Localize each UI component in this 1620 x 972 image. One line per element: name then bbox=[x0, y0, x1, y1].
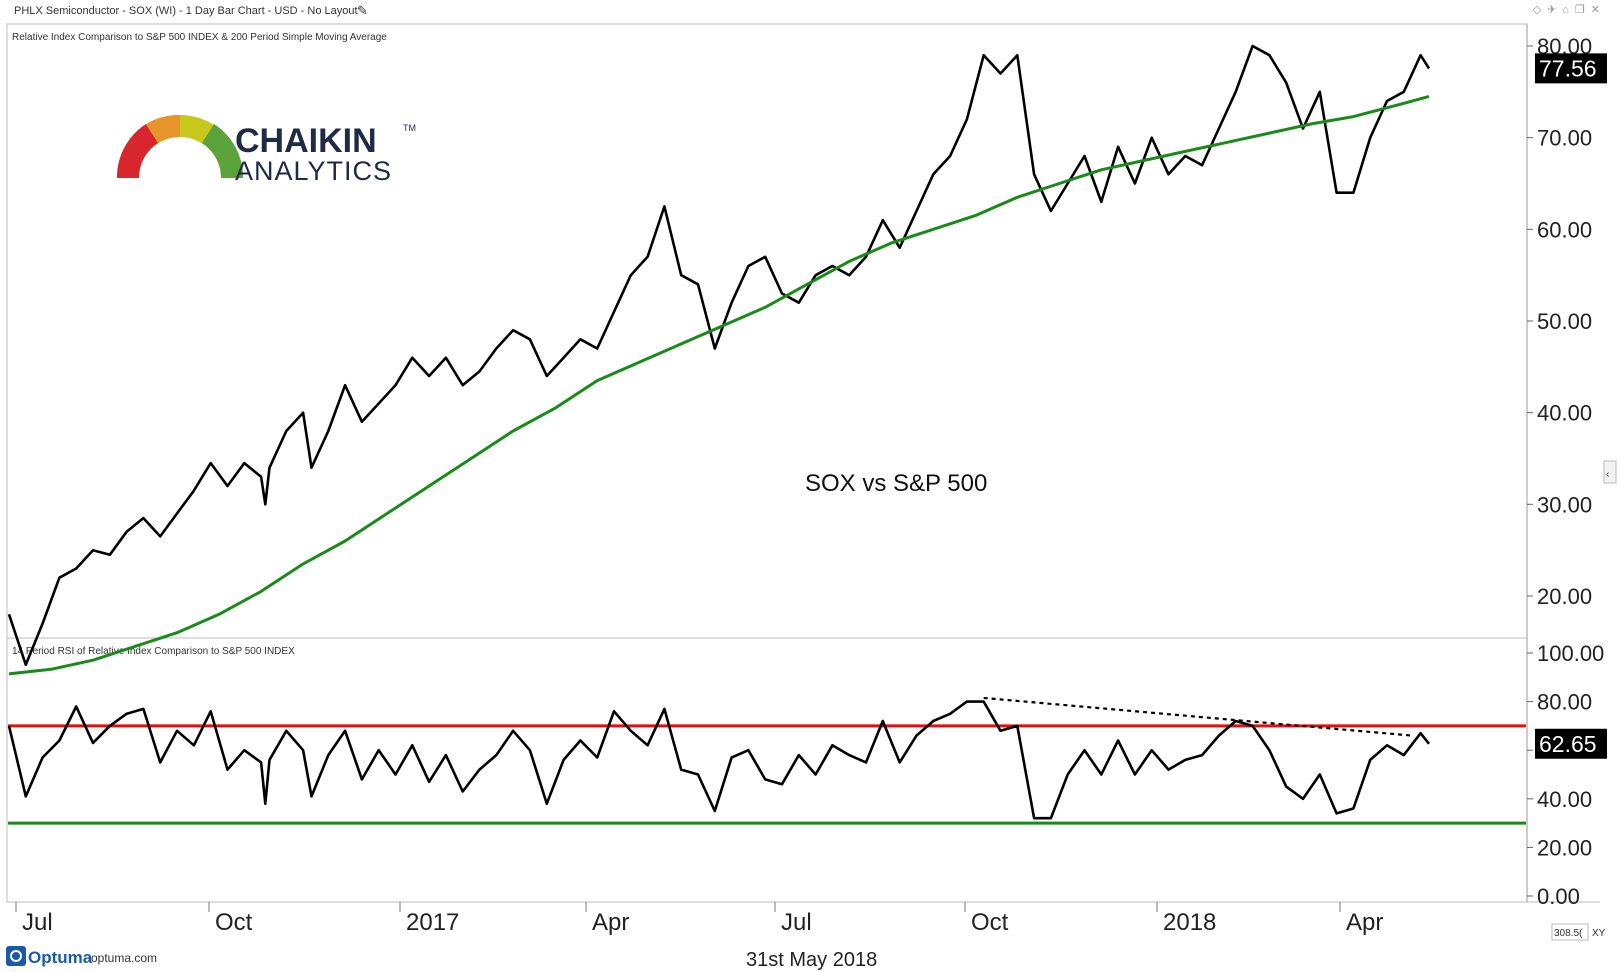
restore-icon[interactable]: ❐ bbox=[1574, 4, 1591, 16]
zoom-box[interactable] bbox=[1551, 923, 1589, 941]
price-ratio-line bbox=[7, 44, 1431, 667]
window-controls: ◇✈⌂❐✕ bbox=[1533, 3, 1606, 16]
chaikin-logo: CHAIKIN TM ANALYTICS bbox=[116, 114, 416, 186]
rsi-last-value-badge-text: 62.65 bbox=[1539, 731, 1597, 757]
close-icon[interactable]: ✕ bbox=[1590, 4, 1606, 16]
rsi-panel-title: 14 Period RSI of Relative Index Comparis… bbox=[12, 646, 295, 657]
rsi-tick-label: 0.00 bbox=[1537, 884, 1580, 909]
chart-header-bar: PHLX Semiconductor - SOX (WI) - 1 Day Ba… bbox=[0, 0, 1620, 22]
last-value-badges: 77.56 62.65 bbox=[1535, 53, 1607, 759]
footer-date: 31st May 2018 bbox=[746, 949, 877, 971]
zoom-value: 308.5( bbox=[1554, 928, 1583, 939]
x-tick-label: Apr bbox=[1346, 909, 1383, 936]
rsi-tick-label: 40.00 bbox=[1537, 787, 1592, 812]
chart-title: PHLX Semiconductor - SOX (WI) - 1 Day Ba… bbox=[14, 5, 358, 17]
chart-annotation: SOX vs S&P 500 bbox=[805, 470, 987, 497]
x-tick-label: Jul bbox=[781, 909, 812, 936]
footer-site[interactable]: optuma.com bbox=[91, 951, 157, 965]
price-last-value-badge bbox=[1535, 53, 1607, 84]
rsi-panel-frame bbox=[6, 637, 1528, 903]
x-tick-label: 2017 bbox=[406, 909, 459, 936]
chevron-left-icon: ‹ bbox=[1606, 469, 1609, 480]
x-axis-ticks: Jul Oct 2017 Apr Jul Oct 2018 Apr bbox=[15, 902, 1383, 936]
price-panel-title: Relative Index Comparison to S&P 500 IND… bbox=[12, 32, 387, 43]
price-tick-label: 20.00 bbox=[1537, 584, 1592, 609]
collapse-panel-button[interactable] bbox=[1603, 460, 1617, 484]
rsi-line bbox=[7, 700, 1431, 820]
rsi-tick-label: 100.00 bbox=[1537, 641, 1604, 666]
footer-brand: Optuma bbox=[28, 948, 93, 967]
logo-tm: TM bbox=[403, 123, 416, 133]
series-layer bbox=[7, 44, 1431, 820]
rsi-tick-label: 20.00 bbox=[1537, 835, 1592, 860]
price-tick-label: 40.00 bbox=[1537, 401, 1592, 426]
pencil-icon[interactable]: ✎ bbox=[357, 3, 368, 18]
price-last-value-badge-text: 77.56 bbox=[1539, 55, 1597, 81]
xy-toggle[interactable]: XY bbox=[1592, 928, 1606, 939]
diamond-icon[interactable]: ◇ bbox=[1532, 4, 1548, 16]
trash-icon[interactable]: ⌂ bbox=[1562, 4, 1575, 16]
x-tick-label: Apr bbox=[592, 909, 629, 936]
price-tick-label: 30.00 bbox=[1537, 492, 1592, 517]
pin-icon[interactable]: ✈ bbox=[1547, 4, 1563, 16]
sma-200-line bbox=[8, 94, 1430, 676]
x-tick-label: Jul bbox=[22, 909, 53, 936]
price-tick-label: 70.00 bbox=[1537, 126, 1592, 151]
x-tick-label: Oct bbox=[971, 909, 1009, 936]
rsi-tick-label: 80.00 bbox=[1537, 690, 1592, 715]
rsi-levels bbox=[8, 696, 1526, 825]
x-tick-label: Oct bbox=[215, 909, 253, 936]
price-tick-label: 50.00 bbox=[1537, 309, 1592, 334]
x-tick-label: 2018 bbox=[1163, 909, 1216, 936]
optuma-logo-icon bbox=[6, 946, 26, 966]
price-tick-label: 60.00 bbox=[1537, 217, 1592, 242]
rsi-trendline bbox=[983, 696, 1413, 737]
logo-line1: CHAIKIN bbox=[235, 122, 377, 160]
rsi-last-value-badge bbox=[1535, 728, 1607, 759]
logo-line2: ANALYTICS bbox=[235, 156, 392, 186]
footer: Optuma optuma.com 31st May 2018 308.5( X… bbox=[6, 923, 1606, 971]
